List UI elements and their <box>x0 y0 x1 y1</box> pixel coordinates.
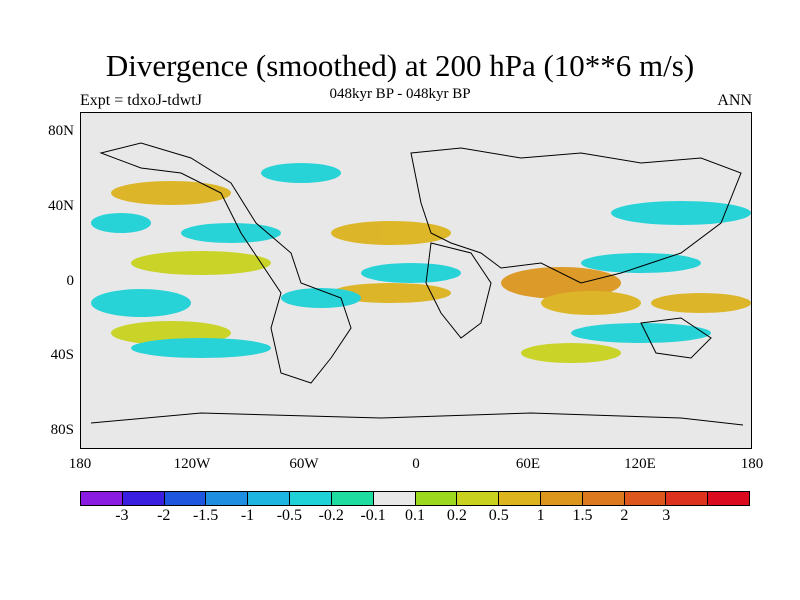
field-blob <box>581 253 701 273</box>
colorbar-label: -0.5 <box>276 507 303 524</box>
colorbar-cell <box>499 492 541 505</box>
lat-80s: 80S <box>50 422 74 438</box>
field-blob <box>331 221 451 245</box>
colorbar-cell <box>457 492 500 505</box>
lat-80n: 80N <box>48 123 74 139</box>
colorbar-cell <box>624 492 667 505</box>
lon-180w: 180 <box>68 456 92 472</box>
colorbar-cell <box>290 492 332 505</box>
experiment-label: Expt = tdxoJ-tdwtJ <box>80 92 202 109</box>
colorbar-cell <box>415 492 458 505</box>
colorbar-cell <box>373 492 416 505</box>
season-label: ANN <box>717 92 752 109</box>
colorbar-cell <box>81 492 123 505</box>
colorbar-label: 0.1 <box>405 507 425 524</box>
field-blob <box>111 181 231 205</box>
colorbar-cell <box>122 492 165 505</box>
colorbar-label: 0.2 <box>446 507 467 524</box>
colorbar-cell <box>666 492 709 505</box>
colorbar-label: 2 <box>620 507 629 524</box>
map-subtitle: 048kyr BP - 048kyr BP <box>329 86 471 102</box>
field-blob <box>541 291 641 315</box>
coastline <box>410 147 742 284</box>
colorbar-label: 1 <box>536 507 545 524</box>
colorbar-cell <box>248 492 291 505</box>
colorbar-cell <box>582 492 625 505</box>
colorbar-label: 3 <box>662 507 671 524</box>
colorbar-cell <box>206 492 249 505</box>
colorbar-cell <box>331 492 374 505</box>
field-blob <box>91 213 151 233</box>
field-blob <box>611 201 751 225</box>
lon-120e: 120E <box>624 456 656 472</box>
field-blob <box>281 288 361 308</box>
colorbar-label: -1 <box>240 507 255 524</box>
colorbar-label: 0.5 <box>488 507 509 524</box>
field-blob <box>131 338 271 358</box>
field-blob <box>651 293 751 313</box>
coastline <box>99 142 352 384</box>
field-blob <box>261 163 341 183</box>
field-blob <box>521 343 621 363</box>
lon-180e: 180 <box>740 456 764 472</box>
colorbar-cell <box>164 492 207 505</box>
colorbar-cell <box>708 492 749 505</box>
lat-40n: 40N <box>48 198 74 214</box>
map-title: Divergence (smoothed) at 200 hPa (10**6 … <box>105 48 695 83</box>
colorbar-label: -0.2 <box>318 507 344 524</box>
colorbar-label: -3 <box>115 507 129 524</box>
field-blob <box>571 323 711 343</box>
divergence-map <box>80 112 752 449</box>
lat-0: 0 <box>66 273 75 289</box>
colorbar-label: -0.1 <box>360 507 386 524</box>
coastline <box>640 317 712 359</box>
colorbar-label: -1.5 <box>192 507 219 524</box>
lon-0: 0 <box>412 456 420 472</box>
colorbar-cell <box>540 492 583 505</box>
field-blob <box>361 263 461 283</box>
lon-60e: 60E <box>515 456 541 472</box>
coastline <box>425 242 492 339</box>
field-blob <box>131 251 271 275</box>
coastline <box>90 412 744 426</box>
colorbar-label: -2 <box>157 507 171 524</box>
colorbar <box>80 491 750 506</box>
lat-40s: 40S <box>50 347 74 363</box>
field-blob <box>91 289 191 317</box>
colorbar-label: 1.5 <box>572 507 593 524</box>
lon-60w: 60W <box>289 456 319 472</box>
field-blob <box>181 223 281 243</box>
lon-120w: 120W <box>173 456 211 472</box>
map-field <box>90 142 751 426</box>
